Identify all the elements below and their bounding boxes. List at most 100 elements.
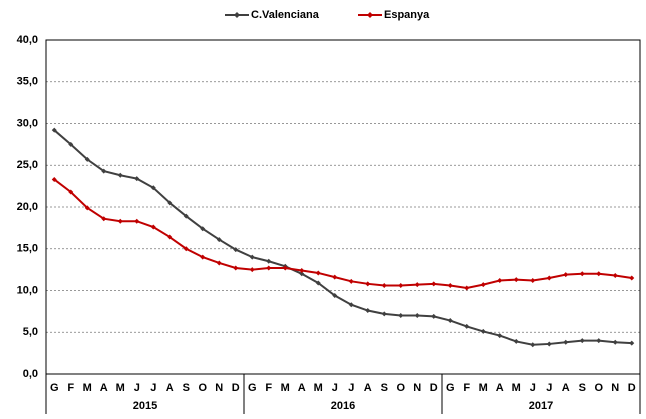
point-marker <box>348 302 354 308</box>
point-marker <box>84 156 90 162</box>
point-marker <box>282 265 288 271</box>
point-marker <box>315 280 321 286</box>
x-group-label: 2016 <box>331 400 355 412</box>
x-tick-label: O <box>198 382 207 394</box>
plot-frame <box>45 39 641 375</box>
point-marker <box>134 176 140 182</box>
point-marker <box>546 341 552 347</box>
x-tick-label: S <box>579 382 586 394</box>
series-line <box>53 178 632 290</box>
point-marker <box>101 168 107 174</box>
point-marker <box>596 271 602 277</box>
x-tick-label: A <box>562 382 570 394</box>
point-marker <box>513 277 519 283</box>
point-marker <box>167 234 173 240</box>
point-marker <box>629 340 635 346</box>
point-marker <box>332 293 338 299</box>
point-marker <box>629 275 635 281</box>
point-marker <box>101 216 107 222</box>
x-tick-label: G <box>446 382 455 394</box>
y-tick-label: 35,0 <box>17 76 38 88</box>
point-marker <box>183 246 189 252</box>
y-tick-label: 5,0 <box>23 326 38 338</box>
x-tick-label: A <box>364 382 372 394</box>
point-marker <box>266 258 272 264</box>
point-marker <box>332 274 338 280</box>
point-marker <box>233 247 239 253</box>
y-tick-label: 20,0 <box>17 201 38 213</box>
x-tick-label: F <box>463 382 470 394</box>
point-marker <box>414 313 420 319</box>
y-tick-label: 30,0 <box>17 117 38 129</box>
point-marker <box>266 265 272 271</box>
x-tick-label: S <box>183 382 190 394</box>
x-tick-label: M <box>281 382 290 394</box>
x-tick-label: G <box>50 382 59 394</box>
point-marker <box>447 318 453 324</box>
x-tick-label: D <box>430 382 438 394</box>
point-marker <box>216 260 222 266</box>
y-tick-label: 40,0 <box>17 34 38 46</box>
point-marker <box>216 237 222 243</box>
point-marker <box>612 272 618 278</box>
point-marker <box>51 127 57 133</box>
x-tick-label: A <box>100 382 108 394</box>
point-marker <box>365 281 371 287</box>
point-marker <box>200 254 206 260</box>
point-marker <box>299 271 305 277</box>
point-marker <box>150 185 156 191</box>
legend-label: C.Valenciana <box>251 9 320 21</box>
point-marker <box>381 282 387 288</box>
x-tick-label: F <box>67 382 74 394</box>
point-marker <box>431 281 437 287</box>
legend-label: Espanya <box>384 9 430 21</box>
point-marker <box>299 267 305 273</box>
point-marker <box>398 282 404 288</box>
x-group-label: 2017 <box>529 400 553 412</box>
x-tick-label: J <box>332 382 338 394</box>
y-tick-label: 10,0 <box>17 284 38 296</box>
point-marker <box>68 141 74 147</box>
legend-marker <box>367 12 373 18</box>
point-marker <box>200 226 206 232</box>
point-marker <box>513 338 519 344</box>
x-tick-label: M <box>83 382 92 394</box>
x-tick-label: M <box>314 382 323 394</box>
x-tick-label: N <box>215 382 223 394</box>
point-marker <box>68 189 74 195</box>
point-marker <box>563 272 569 278</box>
point-marker <box>612 339 618 345</box>
y-tick-label: 0,0 <box>23 368 38 380</box>
point-marker <box>579 271 585 277</box>
x-tick-label: O <box>396 382 405 394</box>
x-tick-label: D <box>628 382 636 394</box>
series-line <box>53 129 632 346</box>
point-marker <box>579 338 585 344</box>
x-tick-label: M <box>116 382 125 394</box>
point-marker <box>315 270 321 276</box>
point-marker <box>464 323 470 329</box>
point-marker <box>381 311 387 317</box>
point-marker <box>398 313 404 319</box>
point-marker <box>414 282 420 288</box>
point-marker <box>233 265 239 271</box>
x-tick-label: J <box>134 382 140 394</box>
x-tick-label: A <box>496 382 504 394</box>
x-tick-label: A <box>166 382 174 394</box>
point-marker <box>348 278 354 284</box>
point-marker <box>249 254 255 260</box>
legend-marker <box>234 12 240 18</box>
point-marker <box>447 282 453 288</box>
point-marker <box>480 328 486 334</box>
point-marker <box>84 205 90 211</box>
x-tick-label: O <box>594 382 603 394</box>
x-group-label: 2015 <box>133 400 157 412</box>
x-tick-label: S <box>381 382 388 394</box>
y-tick-label: 15,0 <box>17 243 38 255</box>
point-marker <box>150 224 156 230</box>
y-tick-label: 25,0 <box>17 159 38 171</box>
point-marker <box>530 342 536 348</box>
x-tick-label: A <box>298 382 306 394</box>
